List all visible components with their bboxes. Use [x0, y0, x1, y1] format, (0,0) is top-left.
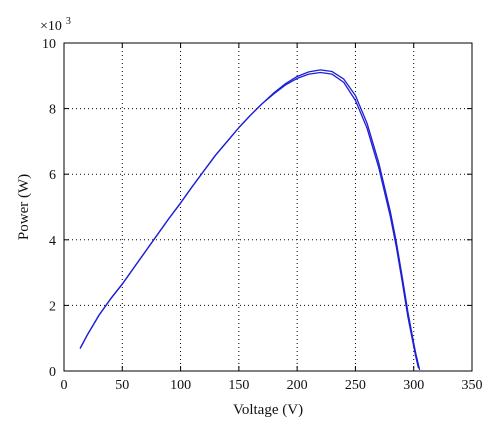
x-tick-label: 0: [61, 378, 68, 393]
x-tick-label: 200: [287, 378, 308, 393]
y-axis-label: Power (W): [16, 174, 32, 240]
y-axis-multiplier-base: ×10: [40, 19, 62, 34]
x-axis-label: Voltage (V): [233, 402, 303, 418]
x-tick-label: 350: [462, 378, 483, 393]
series-layer: [79, 69, 421, 371]
x-tick-label: 250: [345, 378, 366, 393]
x-tick-label: 150: [228, 378, 249, 393]
y-tick-label: 2: [49, 299, 56, 314]
x-tick-label: 50: [115, 378, 129, 393]
x-tick-label: 300: [403, 378, 424, 393]
y-tick-label: 8: [49, 103, 56, 118]
y-tick-label: 6: [49, 168, 56, 183]
x-tick-label: 100: [170, 378, 191, 393]
y-axis-multiplier: ×10 3: [40, 16, 71, 34]
y-tick-label: 0: [49, 365, 56, 380]
tick-layer: 0 50 100 150 200 250 300 350 0 2 4 6 8 10: [42, 37, 483, 393]
grid-layer: [64, 43, 472, 371]
series-line-2: [79, 69, 421, 371]
plot-frame: [63, 42, 473, 372]
label-layer: Voltage (V) Power (W) ×10 3: [16, 16, 303, 418]
y-tick-label: 10: [42, 37, 56, 52]
y-tick-label: 4: [49, 234, 56, 249]
y-axis-multiplier-exponent: 3: [66, 16, 71, 27]
